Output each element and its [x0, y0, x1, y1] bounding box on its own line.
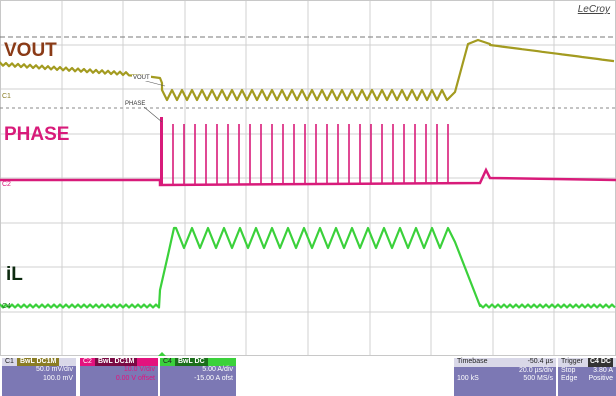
vout-waveform	[0, 38, 615, 102]
timebase-offset: -50.4 µs	[527, 358, 553, 365]
channel-1-marker: C1	[2, 93, 11, 100]
trigger-level: 3.80 A	[593, 366, 613, 374]
channel-4-number: C4	[163, 357, 172, 365]
vout-tag-pointer	[141, 79, 166, 87]
il-label: iL	[6, 264, 23, 285]
channel-4-marker: C4	[2, 303, 11, 310]
phase-tag-pointer	[143, 106, 163, 123]
channel-2-coupling: BwL DC1M	[94, 357, 138, 367]
channel-2-offset: 0.00 V offset	[115, 374, 155, 382]
il-waveform	[0, 226, 616, 309]
timebase-rate: 500 MS/s	[523, 375, 553, 382]
channel-4-coupling: BwL DC	[174, 357, 208, 367]
phase-label: PHASE	[4, 124, 70, 145]
channel-2-marker: C2	[2, 181, 11, 188]
timebase-per-div: 20.0 µs/div	[519, 366, 553, 374]
vout-label: VOUT	[4, 40, 57, 61]
timebase-samples: 100 kS	[457, 375, 479, 382]
channel-1-box[interactable]: C1 BwL DC1M 50.0 mV/div 100.0 mV	[2, 357, 76, 396]
channel-1-offset: 100.0 mV	[43, 374, 73, 382]
waveform-canvas: C1 C2 C4	[0, 0, 616, 356]
trigger-type: Edge	[561, 375, 578, 382]
waveform-display: C1 C2 C4 VOUT PHASE iL LeCroy VOUT PHASE	[0, 0, 616, 356]
channel-1-coupling: BwL DC1M	[16, 357, 60, 367]
phase-trace-tag: PHASE	[124, 101, 147, 107]
channel-4-offset: -15.00 A ofst	[194, 374, 233, 382]
channel-2-box[interactable]: C2 BwL DC1M 10.0 V/div 0.00 V offset	[80, 357, 158, 396]
channel-4-box[interactable]: C4 BwL DC 5.00 A/div -15.00 A ofst	[160, 357, 236, 396]
channel-2-number: C2	[83, 357, 92, 365]
status-bar: C1 BwL DC1M 50.0 mV/div 100.0 mV C2 BwL …	[0, 356, 616, 396]
vout-trace-tag: VOUT	[132, 75, 151, 81]
trigger-source: C4 DC	[587, 358, 613, 367]
trigger-marker	[158, 352, 166, 356]
trigger-slope: Positive	[588, 375, 613, 382]
channel-4-scale: 5.00 A/div	[202, 366, 233, 373]
phase-first-pulse	[160, 117, 163, 185]
channel-1-scale: 50.0 mV/div	[36, 366, 73, 373]
channel-2-scale: 10.0 V/div	[123, 366, 155, 373]
trigger-mode: Stop	[561, 366, 576, 374]
trigger-box[interactable]: Trigger C4 DC Stop 3.80 A Edge Positive	[558, 358, 616, 396]
brand-logo: LeCroy	[577, 4, 610, 15]
timebase-box[interactable]: Timebase -50.4 µs 20.0 µs/div 100 kS 500…	[454, 358, 556, 396]
timebase-label: Timebase	[457, 358, 488, 365]
trigger-label: Trigger	[561, 358, 583, 365]
channel-1-number: C1	[5, 357, 14, 365]
